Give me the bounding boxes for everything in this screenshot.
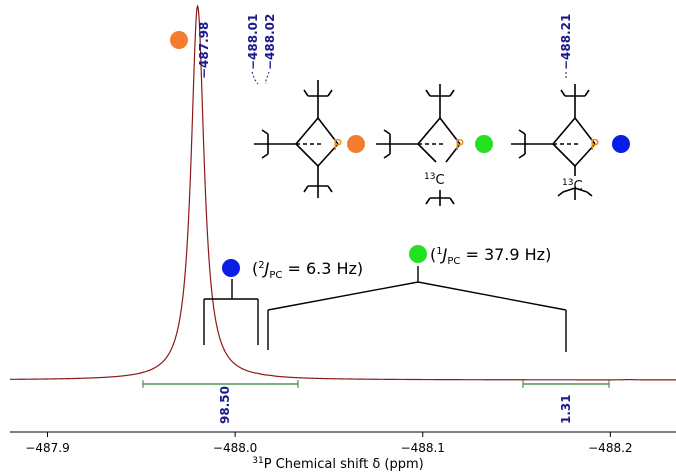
integral-label: 98.50 xyxy=(218,386,232,424)
x-tick-label: −488.2 xyxy=(588,441,632,455)
x-axis-nucleus-superscript: 31 xyxy=(252,456,263,466)
blue-coupling-marker xyxy=(222,259,240,277)
x-axis-ticks: −487.9 −488.0 −488.1 −488.2 xyxy=(25,432,633,455)
structure-1-orange-marker xyxy=(347,135,365,153)
green-coupling-marker xyxy=(409,245,427,263)
c13-label-3: 13C xyxy=(562,178,583,194)
coupling-label-2j: (2JPC = 6.3 Hz) xyxy=(252,259,363,281)
integrals: 98.50 1.31 xyxy=(142,380,610,424)
coupling-label-1j: (1JPC = 37.9 Hz) xyxy=(430,245,551,267)
peak-labels: −487.98 −488.01 −488.02 −488.21 xyxy=(197,14,573,78)
p-atom-2: P xyxy=(455,136,464,154)
peak-label: −487.98 xyxy=(197,22,211,78)
x-axis-title-text: P Chemical shift δ (ppm) xyxy=(264,457,424,472)
x-tick-label: −488.1 xyxy=(401,441,445,455)
c13-label-2: 13C xyxy=(424,172,445,188)
peak-label: −488.01 xyxy=(246,14,260,70)
peak-label-connectors xyxy=(203,71,567,85)
x-tick-label: −488.0 xyxy=(213,441,257,455)
structure-3-blue-marker xyxy=(612,135,630,153)
structure-3 xyxy=(511,84,596,200)
structure-2 xyxy=(376,84,461,206)
x-tick-label: −487.9 xyxy=(25,441,69,455)
p-atom-1: P xyxy=(333,136,342,154)
spectrum-line xyxy=(10,4,676,381)
peak-label: −488.02 xyxy=(263,14,277,70)
x-axis-title: 31P Chemical shift δ (ppm) xyxy=(252,456,423,472)
p-atom-3: P xyxy=(590,136,599,154)
coupling-brackets xyxy=(203,266,567,352)
peak-label: −488.21 xyxy=(559,14,573,70)
structure-2-green-marker xyxy=(475,135,493,153)
structure-1 xyxy=(254,80,339,198)
integral-label: 1.31 xyxy=(559,394,573,424)
orange-marker xyxy=(170,31,188,49)
